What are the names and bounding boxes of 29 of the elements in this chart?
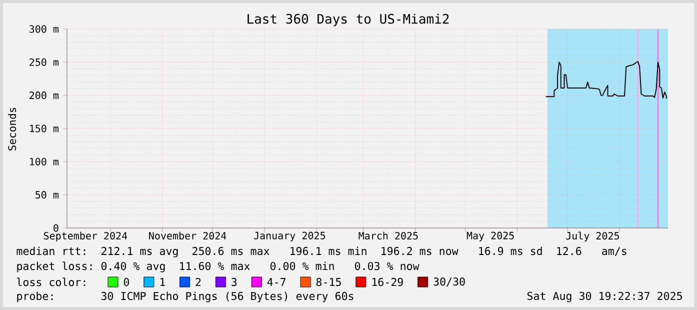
- legend-label: 3: [232, 278, 237, 286]
- y-tick-label: 200 m: [30, 92, 58, 100]
- y-tick-label: 0: [54, 224, 58, 232]
- y-tick-label: 50 m: [36, 191, 58, 199]
- chart-title: Last 360 Days to US-Miami2: [248, 14, 449, 26]
- x-tick-label: May 2025: [466, 232, 514, 242]
- legend-label: 1: [160, 278, 165, 286]
- legend-label: 8-15: [316, 278, 341, 286]
- text: packet loss: 0.40 % avg 11.60 % max 0.00 % min 0.03 % now: [17, 262, 420, 272]
- legend-label: 16-29: [372, 278, 403, 286]
- x-tick-label: September 2024: [44, 232, 128, 242]
- x-tick-label: March 2025: [358, 232, 418, 240]
- x-tick-label: November 2024: [149, 232, 226, 240]
- text: median rtt: 212.1 ms avg 250.6 ms max 196.1 ms min 196.2 ms now 16.9 ms sd 12.6 am/s: [16, 246, 626, 258]
- text: probe: 30 ICMP Echo Pings (56 Bytes) every 60s: [17, 292, 354, 302]
- y-tick-label: 250 m: [30, 58, 58, 66]
- legend-label: 2: [196, 278, 201, 286]
- y-axis-title: Seconds: [8, 108, 16, 150]
- legend-label: 30/30: [434, 277, 465, 287]
- legend-title: loss color:: [17, 278, 86, 286]
- y-tick-label: 300 m: [30, 25, 58, 33]
- y-tick-label: 100 m: [30, 158, 58, 166]
- x-tick-label: July 2025: [566, 232, 619, 242]
- line-series: [545, 61, 667, 100]
- legend-label: 4-7: [267, 278, 286, 286]
- y-tick-label: 150 m: [30, 124, 58, 132]
- text: Sat Aug 30 19:22:37 2025: [527, 292, 682, 302]
- x-tick-label: January 2025: [254, 232, 325, 242]
- legend-label: 0: [124, 278, 129, 286]
